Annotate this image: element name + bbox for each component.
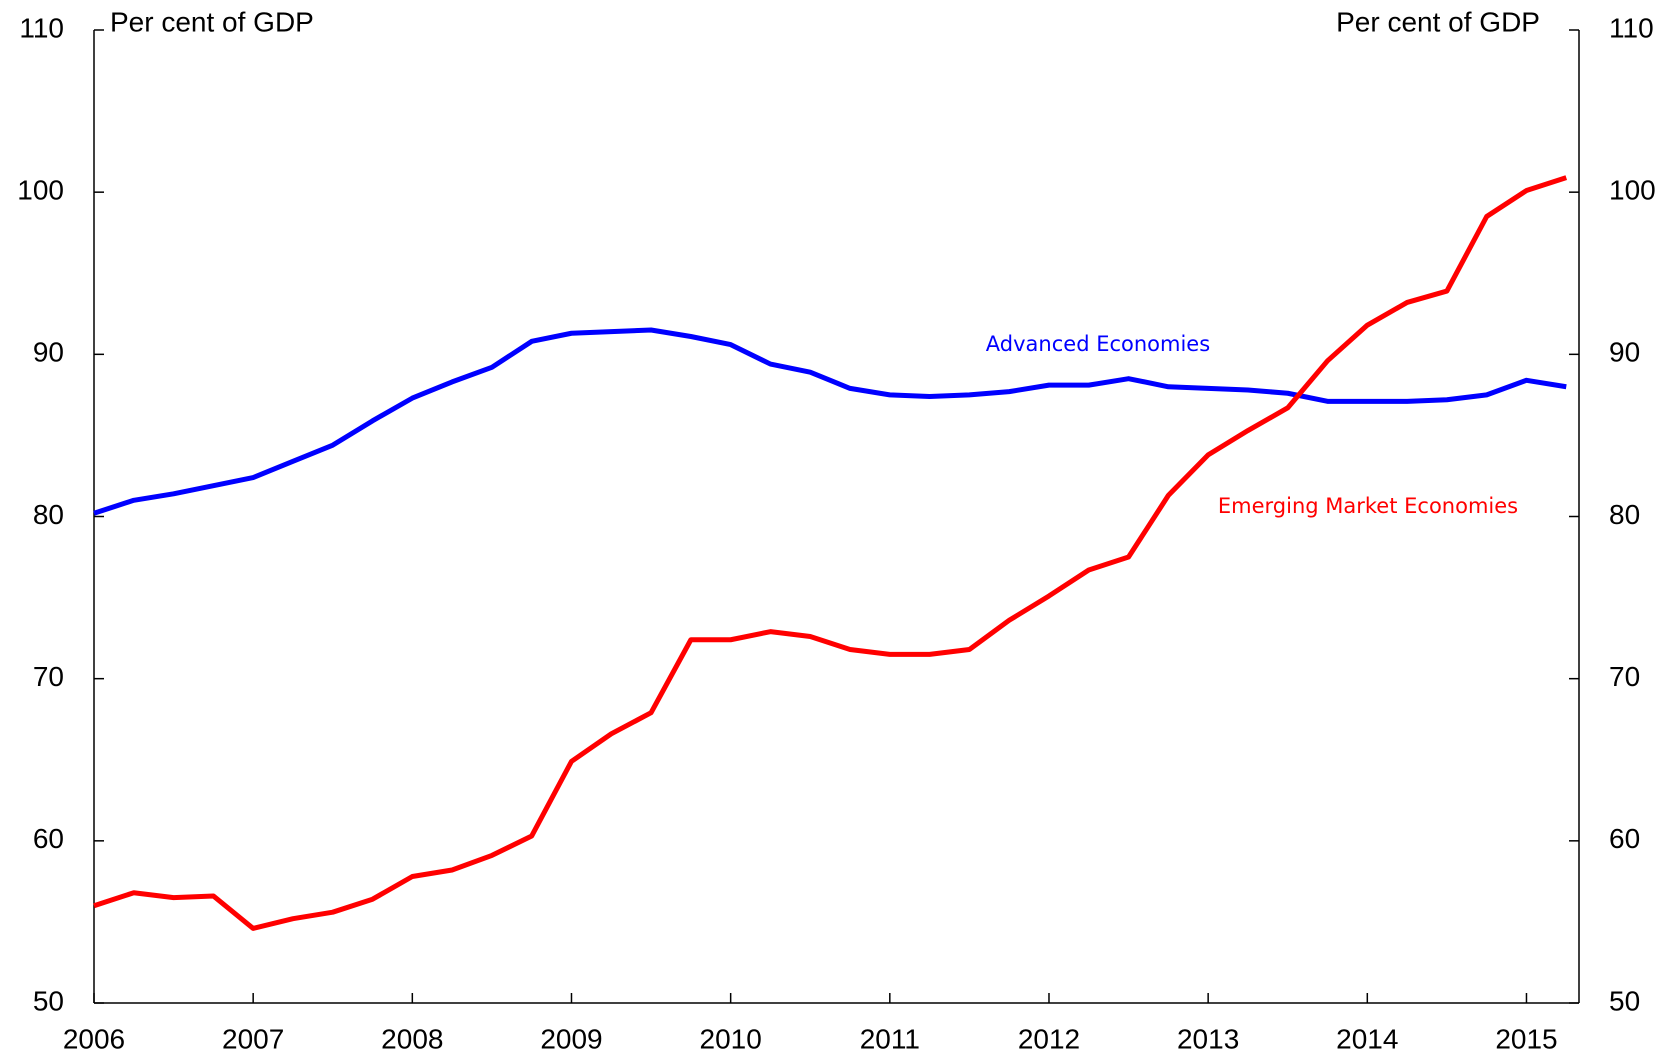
y-tick-label: 60 <box>33 823 64 854</box>
x-tick-label: 2010 <box>700 1023 762 1052</box>
y2-tick-label: 100 <box>1609 175 1656 206</box>
x-tick-label: 2009 <box>540 1023 602 1052</box>
y2-tick-label: 60 <box>1609 823 1640 854</box>
y-tick-label: 70 <box>33 661 64 692</box>
y-tick-label: 90 <box>33 337 64 368</box>
x-tick-label: 2012 <box>1018 1023 1080 1052</box>
y-tick-label: 100 <box>17 175 64 206</box>
series-line <box>93 175 1568 931</box>
x-tick-label: 2008 <box>381 1023 443 1052</box>
x-tick-label: 2006 <box>63 1023 125 1052</box>
y2-tick-label: 50 <box>1609 985 1640 1016</box>
y2-axis-label: Per cent of GDP <box>1336 6 1540 37</box>
series-label: Emerging Market Economies <box>1218 494 1518 518</box>
x-tick-label: 2014 <box>1336 1023 1398 1052</box>
y-tick-label: 80 <box>33 499 64 530</box>
y2-tick-label: 80 <box>1609 499 1640 530</box>
y-tick-label: 110 <box>19 12 64 43</box>
series-label: Advanced Economies <box>986 332 1210 356</box>
x-tick-label: 2007 <box>222 1023 284 1052</box>
x-tick-label: 2013 <box>1177 1023 1239 1052</box>
x-tick-label: 2011 <box>860 1023 920 1052</box>
y2-tick-label: 110 <box>1609 12 1654 43</box>
y-tick-label: 50 <box>33 985 64 1016</box>
x-tick-label: 2015 <box>1495 1023 1557 1052</box>
y2-tick-label: 70 <box>1609 661 1640 692</box>
y-axis-label: Per cent of GDP <box>110 6 314 37</box>
series-line <box>93 327 1567 516</box>
y2-tick-label: 90 <box>1609 337 1640 368</box>
